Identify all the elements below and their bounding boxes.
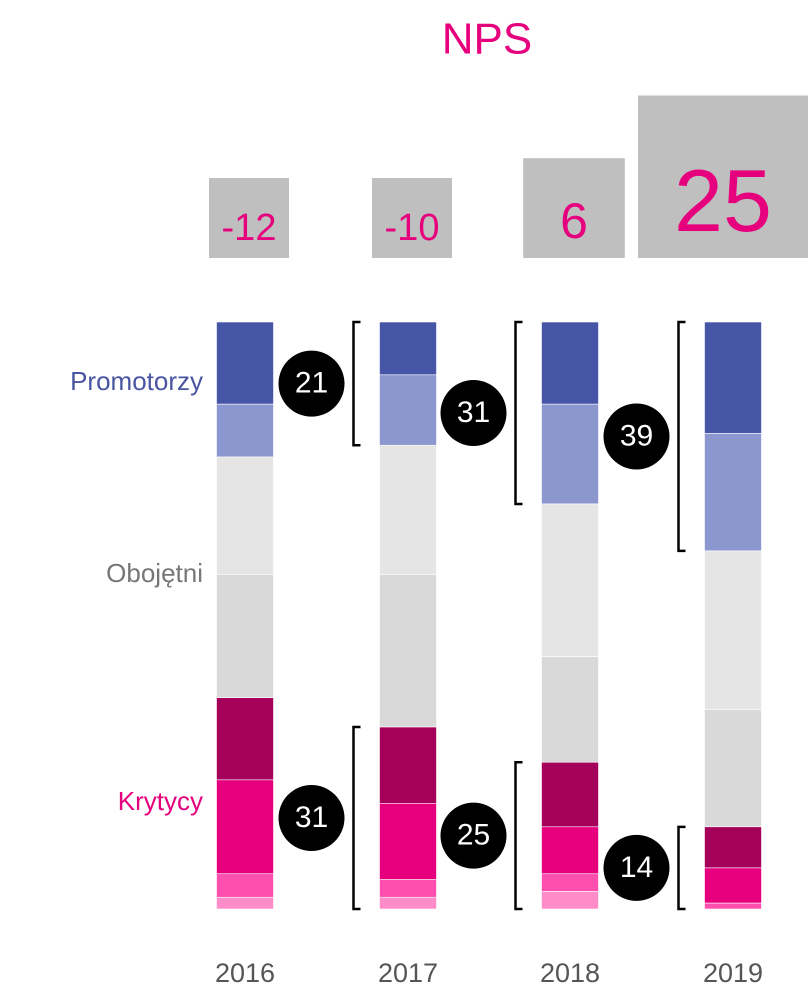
bar-segment (704, 321, 762, 434)
nps-value: -12 (222, 207, 277, 249)
nps-value: 25 (674, 151, 772, 250)
critic-bracket (677, 825, 686, 911)
promoter-bracket-label: 39 (620, 419, 653, 452)
nps-box (209, 178, 289, 258)
critic-bracket-label: 31 (295, 801, 328, 834)
group-label: Promotorzy (70, 366, 203, 396)
promoter-bracket-label: 31 (457, 396, 490, 429)
bar-segment (704, 867, 762, 904)
x-tick-label: 2016 (215, 958, 275, 988)
bar-segment (541, 891, 599, 910)
promoter-bracket (352, 320, 361, 447)
bar-segment (379, 321, 437, 376)
nps-box (638, 95, 808, 258)
bar-segment (704, 826, 762, 869)
critic-bracket-badge (603, 834, 670, 901)
x-tick-label: 2019 (703, 958, 763, 988)
x-tick-label: 2018 (540, 958, 600, 988)
bar-segment (216, 873, 274, 898)
group-label: Obojętni (106, 558, 203, 588)
bar-segment (216, 779, 274, 875)
bar-segment (216, 896, 274, 910)
x-tick-label: 2017 (378, 958, 438, 988)
bar-segment (379, 879, 437, 898)
bar-segment (216, 403, 274, 458)
bar-segment (704, 902, 762, 910)
bar-segment (541, 403, 599, 505)
promoter-bracket-badge (603, 403, 670, 470)
chart-title: NPS (442, 15, 532, 64)
critic-bracket-badge (440, 802, 507, 869)
promoter-bracket (514, 320, 523, 506)
bar-segment (379, 574, 437, 728)
bar-segment (541, 656, 599, 763)
bar-segment (379, 896, 437, 910)
critic-bracket (514, 761, 523, 911)
bar-segment (704, 433, 762, 552)
bar-segment (379, 726, 437, 804)
critic-bracket-badge (278, 785, 345, 852)
bar-segment (541, 826, 599, 875)
nps-box (523, 158, 625, 258)
nps-value: 6 (560, 193, 588, 249)
promoter-bracket (677, 320, 686, 553)
group-label: Krytycy (118, 786, 203, 816)
bar-segment (541, 761, 599, 828)
bar-segment (216, 321, 274, 405)
promoter-bracket-badge (278, 350, 345, 417)
bar-segment (216, 456, 274, 575)
promoter-bracket-label: 21 (295, 367, 328, 400)
promoter-bracket-badge (440, 379, 507, 446)
bar-segment (541, 503, 599, 657)
bar-segment (216, 574, 274, 698)
bar-segment (541, 321, 599, 405)
bar-segment (541, 873, 599, 892)
bar-segment (379, 444, 437, 575)
bar-segment (379, 374, 437, 446)
bar-segment (704, 709, 762, 828)
bar-segment (704, 550, 762, 710)
bar-segment (379, 803, 437, 880)
bar-segment (216, 697, 274, 781)
critic-bracket-label: 25 (457, 819, 490, 852)
nps-value: -10 (385, 207, 440, 249)
nps-box (372, 178, 452, 258)
critic-bracket-label: 14 (620, 851, 653, 884)
critic-bracket (352, 725, 361, 911)
